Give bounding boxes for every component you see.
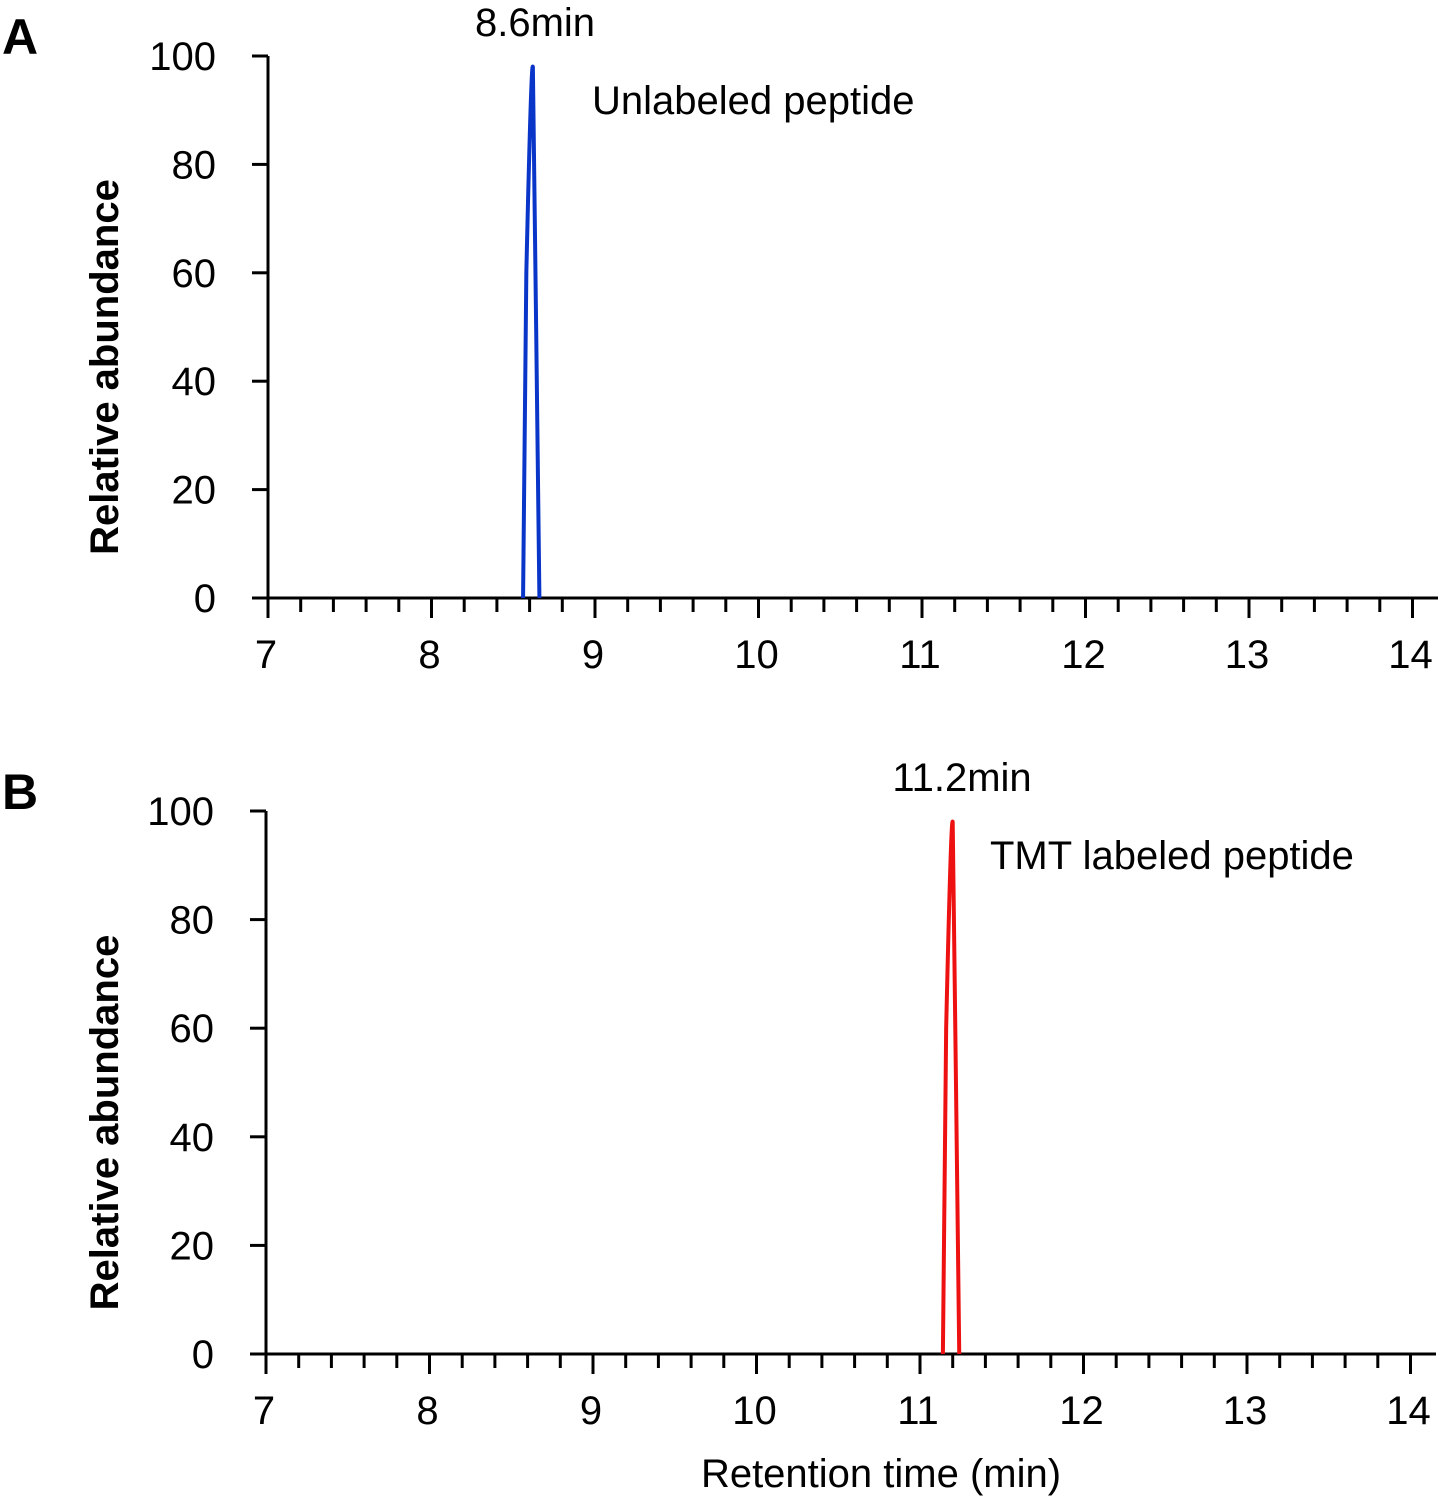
x-tick-label: 7	[255, 633, 277, 677]
x-tick-label: 10	[734, 633, 779, 677]
x-tick-label: 14	[1386, 1389, 1431, 1433]
x-tick-label: 11	[899, 633, 941, 677]
x-tick-label: 8	[418, 633, 440, 677]
x-tick-label: 13	[1223, 1389, 1268, 1433]
x-tick-label: 14	[1388, 633, 1433, 677]
peptide-annotation: TMT labeled peptide	[990, 834, 1354, 878]
y-tick-label: 0	[192, 1333, 214, 1377]
y-tick-label: 40	[170, 1116, 215, 1160]
x-tick-label: 9	[580, 1389, 602, 1433]
x-tick-label: 12	[1061, 633, 1106, 677]
panel-letter: B	[2, 764, 38, 820]
y-axis-label: Relative abundance	[83, 935, 127, 1311]
y-tick-label: 100	[147, 790, 214, 834]
y-tick-label: 20	[172, 469, 217, 513]
y-tick-label: 80	[172, 143, 217, 187]
y-axis-label: Relative abundance	[83, 179, 127, 555]
y-tick-label: 0	[194, 577, 216, 621]
x-tick-label: 9	[582, 633, 604, 677]
x-axis-label: Retention time (min)	[701, 1452, 1061, 1496]
x-tick-label: 10	[732, 1389, 777, 1433]
panel-a: A 0 20 40 60 80 100 7 8 9 10 11 12 13 14 Relative abund…	[2, 1, 1438, 677]
y-tick-label: 40	[172, 360, 217, 404]
panel-b: B 0 20 40 60 80 100 7 8 9 10 11 12 13 14 Relative abund…	[2, 756, 1436, 1496]
y-tick-label: 80	[170, 899, 215, 943]
y-tick-label: 20	[170, 1224, 215, 1268]
x-tick-label: 7	[253, 1389, 275, 1433]
x-tick-label: 12	[1059, 1389, 1104, 1433]
series-line-peak	[521, 64, 542, 599]
peak-time-annotation: 11.2min	[892, 756, 1031, 800]
peak-time-annotation: 8.6min	[475, 1, 595, 45]
series-line-peak	[940, 819, 962, 1355]
y-tick-label: 100	[149, 35, 216, 79]
panel-letter: A	[2, 9, 38, 65]
x-tick-label: 13	[1225, 633, 1270, 677]
y-tick-label: 60	[172, 252, 217, 296]
x-tick-label: 8	[416, 1389, 438, 1433]
y-tick-label: 60	[170, 1007, 215, 1051]
peptide-annotation: Unlabeled peptide	[592, 79, 914, 123]
x-tick-label: 11	[897, 1389, 939, 1433]
